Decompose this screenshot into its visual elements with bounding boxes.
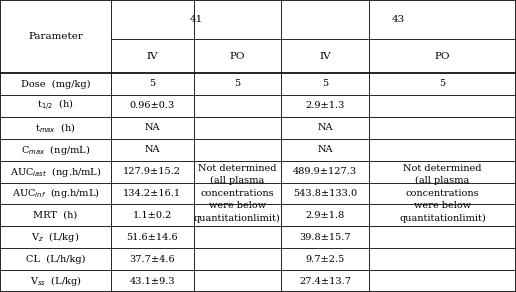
Text: 37.7±4.6: 37.7±4.6 xyxy=(130,255,175,264)
Text: 489.9±127.3: 489.9±127.3 xyxy=(293,167,357,176)
Text: C$_{max}$  (ng/mL): C$_{max}$ (ng/mL) xyxy=(21,143,90,157)
Text: 2.9±1.3: 2.9±1.3 xyxy=(305,101,345,110)
Text: V$_{ss}$  (L/kg): V$_{ss}$ (L/kg) xyxy=(29,274,82,288)
Text: AUC$_{inf}$  (ng.h/mL): AUC$_{inf}$ (ng.h/mL) xyxy=(11,187,100,200)
Text: 2.9±1.8: 2.9±1.8 xyxy=(305,211,345,220)
Text: IV: IV xyxy=(319,52,331,61)
Text: 0.96±0.3: 0.96±0.3 xyxy=(130,101,175,110)
Text: Not determined
(all plasma
concentrations
were below
quantitationlimit): Not determined (all plasma concentration… xyxy=(399,164,486,223)
Text: 1.1±0.2: 1.1±0.2 xyxy=(133,211,172,220)
Text: PO: PO xyxy=(434,52,450,61)
Text: 543.8±133.0: 543.8±133.0 xyxy=(293,189,357,198)
Text: 5: 5 xyxy=(149,79,155,88)
Text: 43.1±9.3: 43.1±9.3 xyxy=(130,277,175,286)
Text: 5: 5 xyxy=(322,79,328,88)
Text: 39.8±15.7: 39.8±15.7 xyxy=(299,233,351,242)
Text: t$_{max}$  (h): t$_{max}$ (h) xyxy=(35,121,76,135)
Text: MRT  (h): MRT (h) xyxy=(34,211,77,220)
Text: NA: NA xyxy=(317,145,333,154)
Text: 5: 5 xyxy=(440,79,445,88)
Text: 134.2±16.1: 134.2±16.1 xyxy=(123,189,181,198)
Text: PO: PO xyxy=(230,52,245,61)
Text: 41: 41 xyxy=(189,15,203,24)
Text: 43: 43 xyxy=(392,15,405,24)
Text: AUC$_{last}$  (ng.h/mL): AUC$_{last}$ (ng.h/mL) xyxy=(10,165,101,178)
Text: 51.6±14.6: 51.6±14.6 xyxy=(126,233,178,242)
Text: t$_{1/2}$  (h): t$_{1/2}$ (h) xyxy=(37,98,74,113)
Text: NA: NA xyxy=(144,123,160,132)
Text: IV: IV xyxy=(147,52,158,61)
Text: Parameter: Parameter xyxy=(28,32,83,41)
Text: 127.9±15.2: 127.9±15.2 xyxy=(123,167,181,176)
Text: NA: NA xyxy=(144,145,160,154)
Text: V$_{z}$  (L/kg): V$_{z}$ (L/kg) xyxy=(31,230,79,244)
Text: Dose  (mg/kg): Dose (mg/kg) xyxy=(21,79,90,88)
Text: CL  (L/h/kg): CL (L/h/kg) xyxy=(26,255,85,264)
Text: 5: 5 xyxy=(234,79,240,88)
Text: 9.7±2.5: 9.7±2.5 xyxy=(305,255,345,264)
Text: NA: NA xyxy=(317,123,333,132)
Text: Not determined
(all plasma
concentrations
were below
quantitationlimit): Not determined (all plasma concentration… xyxy=(194,164,281,223)
Text: 27.4±13.7: 27.4±13.7 xyxy=(299,277,351,286)
